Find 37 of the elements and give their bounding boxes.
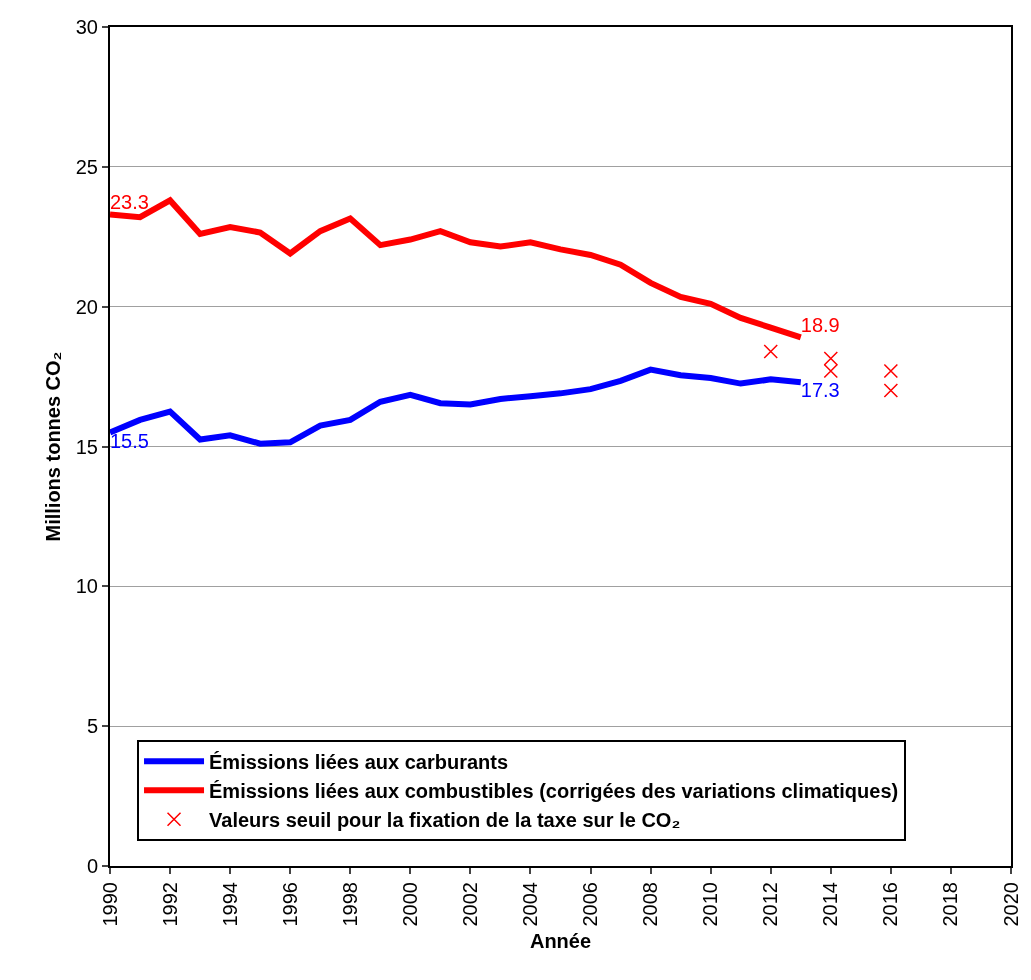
- point: [823, 363, 839, 379]
- y-tick-label: 30: [75, 16, 98, 38]
- legend-label: Émissions liées aux combustibles (corrigées des variations climatiques): [209, 780, 899, 803]
- y-tick-label: 0: [86, 855, 98, 877]
- data-label: 23.3: [110, 191, 149, 214]
- point: [763, 344, 778, 359]
- y-axis-title: Millions tonnes CO₂: [41, 351, 64, 542]
- legend-label: Valeurs seuil pour la fixation de la taxe sur le CO₂: [209, 809, 681, 832]
- data-label: 18.9: [800, 314, 840, 337]
- x-tick-label: 2002: [458, 882, 481, 927]
- x-tick-label: 1990: [98, 882, 121, 927]
- y-tick-label: 10: [75, 575, 98, 598]
- x-tick-label: 1992: [158, 882, 181, 927]
- y-tick-label: 25: [75, 155, 98, 178]
- x-tick-label: 2018: [939, 882, 962, 927]
- point: [823, 351, 839, 366]
- x-axis-title: Année: [529, 929, 592, 952]
- x-tick-label: 2016: [879, 882, 902, 927]
- x-tick-label: 2014: [819, 882, 842, 927]
- x-tick-label: 2010: [699, 882, 722, 927]
- point: [883, 383, 899, 398]
- x-tick-label: 1994: [218, 882, 241, 927]
- y-tick-label: 20: [75, 295, 98, 318]
- x-tick-label: 2012: [759, 882, 782, 927]
- point: [883, 363, 899, 379]
- data-label: 15.5: [110, 429, 149, 452]
- x-tick-label: 2004: [518, 882, 541, 927]
- x-tick-label: 2020: [999, 882, 1022, 927]
- x-tick-label: 2006: [579, 882, 602, 927]
- x-tick-label: 2000: [398, 882, 421, 927]
- legend-label: Émissions liées aux carburants: [209, 751, 509, 774]
- x-tick-label: 1998: [338, 882, 361, 927]
- x-tick-label: 1996: [278, 882, 301, 927]
- y-tick-label: 5: [86, 715, 98, 738]
- y-tick-label: 15: [75, 435, 98, 458]
- data-label: 17.3: [800, 379, 840, 402]
- x-tick-label: 2008: [639, 882, 662, 927]
